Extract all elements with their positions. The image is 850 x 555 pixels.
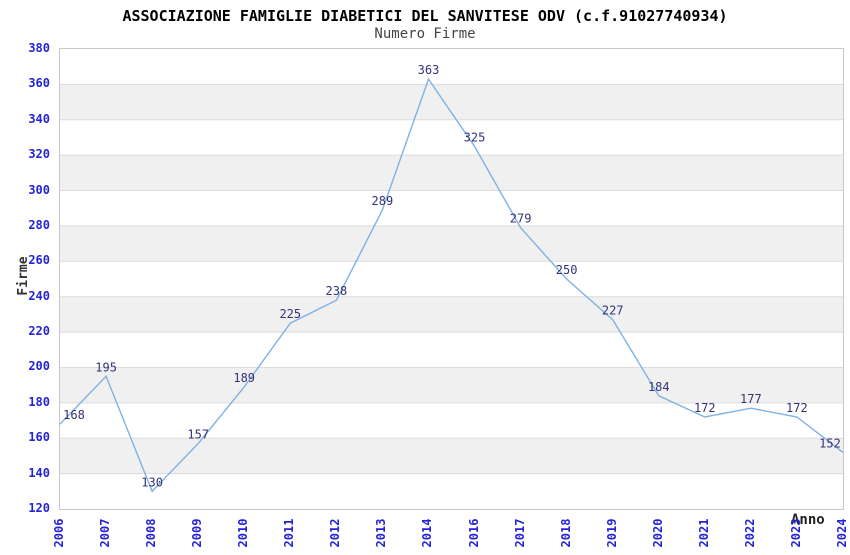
x-tick-label: 2012 bbox=[328, 518, 343, 548]
y-tick-label: 220 bbox=[28, 324, 50, 339]
point-label: 130 bbox=[141, 475, 163, 489]
x-tick-label: 2007 bbox=[98, 518, 113, 548]
plot-band bbox=[60, 296, 843, 333]
point-label: 363 bbox=[418, 63, 440, 77]
point-label: 189 bbox=[233, 371, 255, 385]
point-label: 172 bbox=[786, 401, 808, 415]
x-tick-label: 2024 bbox=[835, 518, 849, 548]
x-tick-label: 2010 bbox=[236, 518, 251, 548]
x-tick-label: 2008 bbox=[144, 518, 159, 548]
point-label: 225 bbox=[279, 307, 301, 321]
y-tick-label: 360 bbox=[28, 76, 50, 91]
plot-band bbox=[60, 438, 843, 474]
point-label: 157 bbox=[187, 428, 209, 442]
x-tick-label: 2013 bbox=[374, 518, 389, 548]
point-label: 227 bbox=[602, 304, 624, 318]
y-tick-label: 300 bbox=[28, 182, 50, 197]
point-label: 177 bbox=[740, 392, 762, 406]
x-tick-label: 2022 bbox=[742, 518, 757, 548]
y-tick-label: 180 bbox=[28, 394, 50, 409]
y-tick-label: 240 bbox=[28, 288, 50, 303]
y-tick-label: 380 bbox=[28, 41, 50, 55]
x-tick-label: 2019 bbox=[604, 518, 619, 548]
x-axis-title: Anno bbox=[791, 512, 825, 528]
point-label: 195 bbox=[95, 360, 117, 374]
plot-area: 168 195 130 157 189 225 238 289 363 325 279 250 227 1… bbox=[59, 48, 844, 510]
x-tick-label: 2009 bbox=[190, 518, 205, 548]
point-label: 152 bbox=[819, 436, 841, 450]
x-tick-label: 2018 bbox=[558, 518, 573, 548]
plot-canvas: 168 195 130 157 189 225 238 289 363 325 279 250 227 1… bbox=[60, 63, 843, 493]
point-label: 238 bbox=[326, 284, 348, 298]
point-label: 250 bbox=[556, 263, 578, 277]
point-label: 325 bbox=[464, 130, 486, 144]
x-tick-label: 2021 bbox=[696, 518, 711, 548]
y-tick-label: 340 bbox=[28, 111, 50, 126]
plot-band bbox=[60, 84, 843, 120]
x-tick-label: 2014 bbox=[420, 518, 435, 548]
data-line bbox=[60, 77, 843, 493]
y-tick-label: 120 bbox=[28, 501, 50, 515]
chart-title: ASSOCIAZIONE FAMIGLIE DIABETICI DEL SANV… bbox=[122, 7, 728, 25]
y-tick-label: 200 bbox=[28, 359, 50, 374]
point-label: 184 bbox=[648, 380, 670, 394]
y-tick-label: 260 bbox=[28, 253, 50, 268]
x-tick-label: 2020 bbox=[650, 518, 665, 548]
y-tick-label: 160 bbox=[28, 430, 50, 445]
plot-band bbox=[60, 367, 843, 403]
point-label: 279 bbox=[510, 212, 532, 226]
x-tick-label: 2023 bbox=[788, 518, 803, 548]
x-tick-label: 2006 bbox=[52, 518, 66, 548]
x-tick-label: 2011 bbox=[282, 518, 297, 548]
x-tick-label: 2016 bbox=[466, 518, 481, 548]
chart-subtitle: Numero Firme bbox=[374, 26, 476, 42]
point-label: 289 bbox=[372, 194, 394, 208]
plot-band bbox=[60, 225, 843, 262]
point-label: 168 bbox=[63, 408, 85, 422]
x-tick-label: 2017 bbox=[512, 518, 527, 548]
point-label: 172 bbox=[694, 401, 716, 415]
y-tick-label: 320 bbox=[28, 147, 50, 162]
y-tick-label: 140 bbox=[28, 465, 50, 480]
plot-band bbox=[60, 155, 843, 191]
y-tick-label: 280 bbox=[28, 217, 50, 232]
